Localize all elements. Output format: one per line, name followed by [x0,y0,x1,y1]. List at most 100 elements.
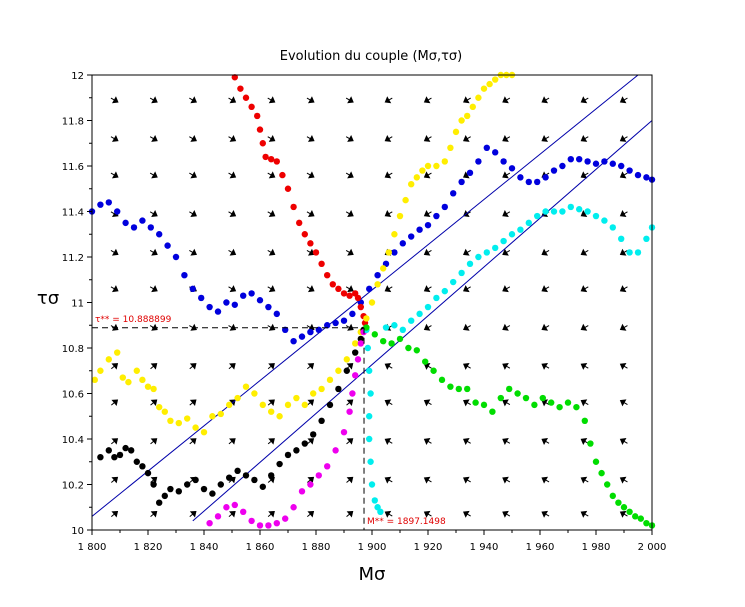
field-arrow-head [267,285,276,293]
field-arrow [111,510,119,518]
data-point [315,472,322,479]
field-arrow [619,171,628,179]
data-point [273,158,280,165]
data-point [447,144,454,151]
field-arrow [502,476,511,484]
data-point [643,174,650,181]
field-arrow-head [150,438,158,445]
field-arrow-head [267,438,275,445]
data-point [556,403,563,411]
x-tick-label: 1 800 [78,542,107,553]
data-point [248,103,255,111]
data-point [413,347,420,354]
field-arrow-head [189,210,197,217]
field-arrow-head [463,96,471,104]
data-point [324,272,331,279]
data-point [354,356,362,363]
field-arrow [580,171,589,179]
data-point [363,324,370,331]
data-point [192,476,199,484]
field-arrow [423,438,432,445]
data-point [391,231,398,238]
data-point [301,440,308,447]
data-point [200,428,208,436]
field-arrow [502,285,511,293]
field-arrow [502,134,511,142]
field-arrow [189,510,197,518]
field-arrow-head [189,438,197,445]
data-point [419,167,426,174]
field-arrow [502,399,511,407]
chart-title: Evolution du couple (Mσ,τσ) [280,49,463,64]
x-tick-label: 1 900 [358,542,387,553]
data-point [268,408,275,415]
data-point [367,390,374,397]
data-point [368,299,376,306]
data-point [592,458,600,465]
field-arrow-head [267,399,275,406]
field-arrow [423,323,432,331]
data-point [105,199,113,206]
data-point [290,504,297,511]
field-arrow-head [619,476,628,484]
field-arrow [384,438,393,445]
data-point [329,281,336,288]
data-point [514,390,521,397]
data-point [234,394,241,402]
field-arrow [580,476,589,484]
data-point [276,413,283,420]
data-point [469,103,476,111]
data-point [156,499,163,506]
x-tick-label: 1 820 [134,542,163,553]
field-arrow [150,363,158,370]
field-arrow [541,248,550,256]
data-point [626,167,633,174]
data-point [371,497,378,504]
data-point [354,294,362,302]
data-point [164,242,171,249]
data-point [458,178,465,186]
data-point [408,317,415,324]
field-arrow-head [423,134,432,142]
x-tick-label: 1 980 [582,542,611,553]
field-arrow [580,362,589,370]
data-point [332,447,339,454]
data-point [284,451,292,459]
data-point [357,340,364,347]
data-point [609,160,616,167]
field-arrow-head [502,362,511,370]
field-arrow-head [384,285,393,293]
data-point [122,219,129,227]
data-point [455,385,462,393]
field-arrow-head [502,438,511,445]
data-point [352,349,359,356]
field-arrow-head [580,171,589,179]
data-point [352,372,359,379]
data-point [217,410,224,418]
data-point [268,155,275,163]
field-arrow-head [189,248,197,256]
trend-line [91,74,639,517]
field-arrow [541,362,550,370]
data-point [480,401,488,409]
field-arrow [267,285,276,293]
data-point [128,447,135,454]
data-point [534,212,541,220]
x-tick-label: 1 940 [470,542,499,553]
field-arrow-head [502,210,511,217]
field-arrow [346,399,354,406]
field-arrow-head [307,399,315,406]
field-arrow [345,134,354,142]
data-point [433,294,440,302]
field-arrow [346,510,354,518]
field-arrow-head [189,399,197,406]
data-point [525,178,532,186]
field-arrow-head [345,248,354,256]
field-arrow [502,171,511,179]
field-arrow-head [619,248,628,256]
field-arrow [463,96,471,104]
field-arrow-head [619,510,628,518]
field-arrow-head [580,323,589,331]
data-point [366,435,373,443]
